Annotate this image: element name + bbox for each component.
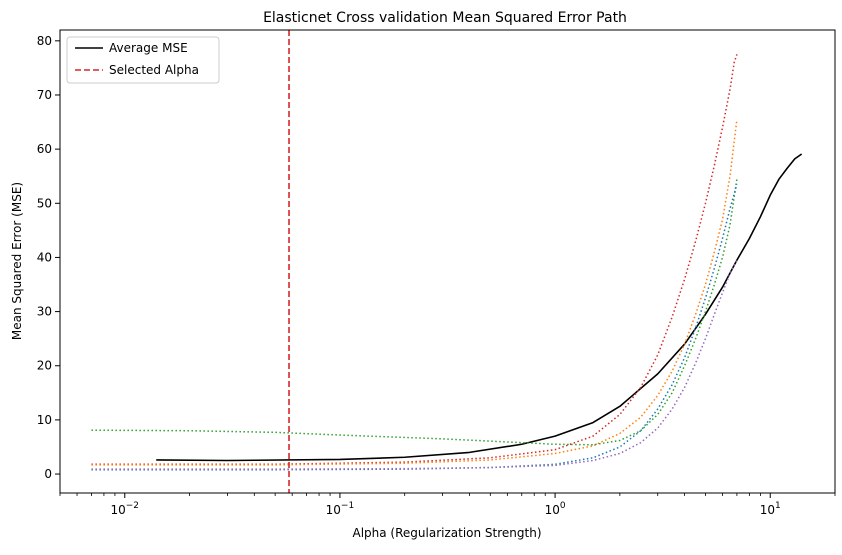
y-tick-label: 10 <box>37 413 52 427</box>
fold-mse-line-2 <box>91 119 738 466</box>
y-tick-label: 80 <box>37 34 52 48</box>
fold-mse-line-4 <box>91 184 738 471</box>
y-axis-label: Mean Squared Error (MSE) <box>10 182 24 340</box>
y-tick-label: 60 <box>37 142 52 156</box>
x-tick-label: 10−1 <box>326 501 355 517</box>
legend-label: Average MSE <box>109 41 188 55</box>
legend-label: Selected Alpha <box>109 63 199 77</box>
fold-mse-line-5 <box>91 259 738 470</box>
plot-area-frame <box>59 29 836 494</box>
legend: Average MSE Selected Alpha <box>66 36 220 84</box>
y-tick-label: 70 <box>37 88 52 102</box>
y-tick-label: 30 <box>37 305 52 319</box>
fold-mse-line-1 <box>91 54 738 466</box>
y-tick-label: 50 <box>37 196 52 210</box>
x-tick-label: 100 <box>545 501 566 517</box>
x-tick-label: 10−2 <box>110 501 139 517</box>
average-mse-line <box>156 153 803 462</box>
legend-box <box>66 36 220 84</box>
x-tick-label: 101 <box>760 501 781 517</box>
y-tick-label: 40 <box>37 250 52 264</box>
fold-mse-line-3 <box>91 178 738 446</box>
chart-title: Elasticnet Cross validation Mean Squared… <box>263 10 627 26</box>
y-tick-label: 0 <box>44 467 52 481</box>
x-axis-label: Alpha (Regularization Strength) <box>352 526 541 540</box>
y-tick-label: 20 <box>37 359 52 373</box>
